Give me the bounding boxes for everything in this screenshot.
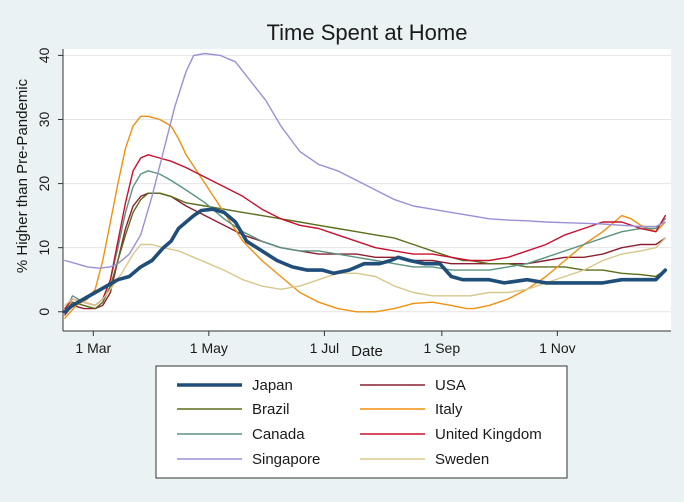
- y-tick-label: 30: [36, 112, 52, 128]
- x-tick-label: 1 May: [190, 340, 228, 356]
- x-tick-label: 1 Nov: [539, 340, 576, 356]
- series-line-singapore: [64, 52, 666, 269]
- series-line-usa: [64, 192, 666, 316]
- legend-label-sweden: Sweden: [435, 451, 489, 468]
- legend-label-canada: Canada: [252, 426, 305, 443]
- legend-label-japan: Japan: [252, 377, 293, 394]
- chart-title: Time Spent at Home: [267, 20, 468, 45]
- x-tick-label: 1 Sep: [424, 340, 461, 356]
- series-line-brazil: [64, 192, 666, 313]
- y-tick-label: 20: [36, 176, 52, 192]
- legend: Japan USA Brazil Italy Canada United Kingdom S…: [155, 365, 568, 479]
- series-line-canada: [64, 170, 666, 313]
- series-line-united-kingdom: [64, 154, 666, 310]
- legend-label-brazil: Brazil: [252, 401, 290, 418]
- series-line-sweden: [64, 237, 666, 307]
- y-tick-label: 10: [36, 240, 52, 256]
- legend-label-united-kingdom: United Kingdom: [435, 426, 542, 443]
- x-tick-label: 1 Mar: [75, 340, 111, 356]
- legend-label-usa: USA: [435, 377, 466, 394]
- y-tick-label: 0: [36, 308, 52, 316]
- series-layer: [63, 52, 668, 319]
- legend-label-italy: Italy: [435, 401, 463, 418]
- series-line-japan: [63, 207, 668, 314]
- series-line-italy: [64, 115, 666, 319]
- legend-box: [155, 365, 568, 479]
- x-axis-label: Date: [351, 343, 383, 360]
- legend-label-singapore: Singapore: [252, 451, 320, 468]
- axes: 0 10 20 30 40 1 Mar 1 May 1 Jul 1 Sep 1 Nov: [36, 47, 671, 356]
- y-tick-label: 40: [36, 47, 52, 63]
- y-axis-label: % Higher than Pre-Pandemic: [14, 78, 31, 273]
- x-tick-label: 1 Jul: [310, 340, 340, 356]
